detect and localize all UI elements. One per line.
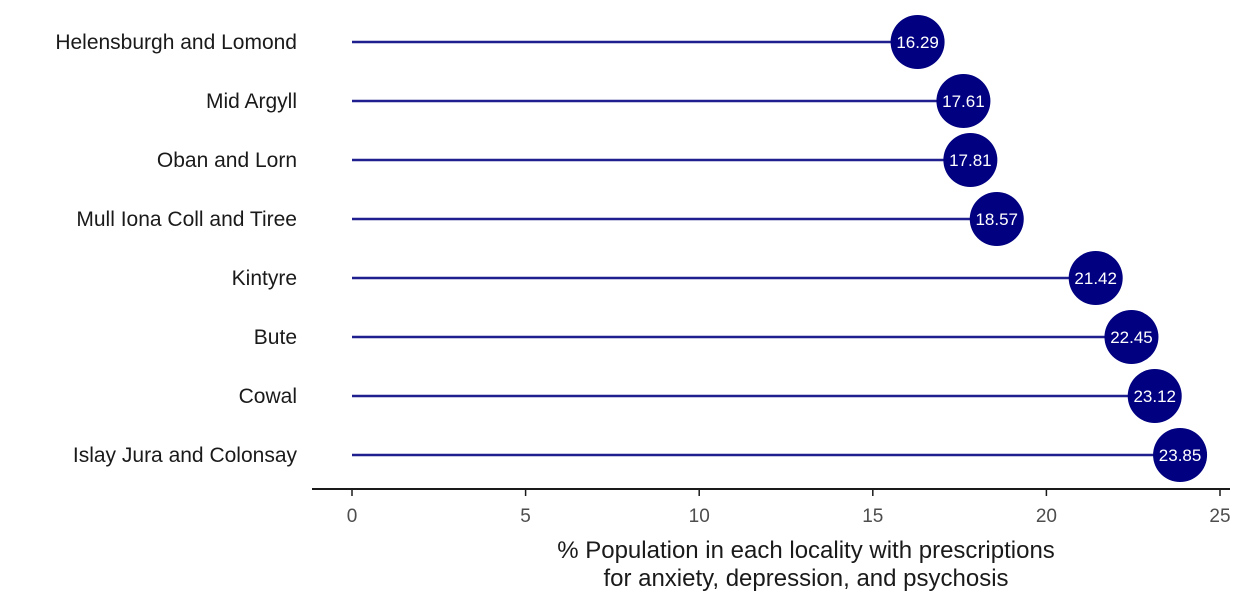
value-label: 21.42 — [1074, 269, 1117, 288]
category-label: Oban and Lorn — [157, 149, 297, 172]
value-label: 23.12 — [1133, 387, 1176, 406]
data-point — [1127, 369, 1182, 423]
value-label: 22.45 — [1110, 328, 1153, 347]
category-label: Mid Argyll — [206, 90, 297, 113]
category-labels: Helensburgh and Lomond Mid Argyll Oban and… — [55, 31, 297, 467]
category-label: Islay Jura and Colonsay — [73, 444, 298, 467]
category-label: Kintyre — [232, 267, 297, 290]
value-label: 18.57 — [975, 210, 1018, 229]
value-label: 17.81 — [949, 151, 992, 170]
data-point — [1153, 428, 1208, 482]
x-axis: 0 5 10 15 20 25 — [312, 488, 1231, 527]
x-tick-label: 5 — [520, 506, 531, 527]
x-axis-title-line-1: % Population in each locality with presc… — [557, 537, 1055, 564]
points-group: 16.29 17.61 17.81 18.57 21.42 22.45 23.12 23.85 — [890, 15, 1208, 482]
category-label: Bute — [254, 326, 297, 349]
x-tick-label: 0 — [347, 506, 358, 527]
value-label: 17.61 — [942, 92, 985, 111]
x-axis-title-line-2: for anxiety, depression, and psychosis — [603, 565, 1008, 592]
x-tick-label: 25 — [1209, 506, 1230, 527]
x-tick-label: 20 — [1036, 506, 1057, 527]
category-label: Mull Iona Coll and Tiree — [76, 208, 297, 231]
x-tick-label: 10 — [689, 506, 710, 527]
value-label: 16.29 — [896, 33, 939, 52]
data-point — [936, 74, 991, 128]
x-tick-label: 15 — [862, 506, 883, 527]
data-point — [1104, 310, 1159, 364]
category-label: Cowal — [239, 385, 297, 408]
data-point — [890, 15, 945, 69]
stems-group — [352, 40, 1181, 457]
data-point — [969, 192, 1024, 246]
data-point — [943, 133, 998, 187]
category-label: Helensburgh and Lomond — [55, 31, 297, 54]
data-point — [1068, 251, 1123, 305]
value-label: 23.85 — [1159, 446, 1202, 465]
